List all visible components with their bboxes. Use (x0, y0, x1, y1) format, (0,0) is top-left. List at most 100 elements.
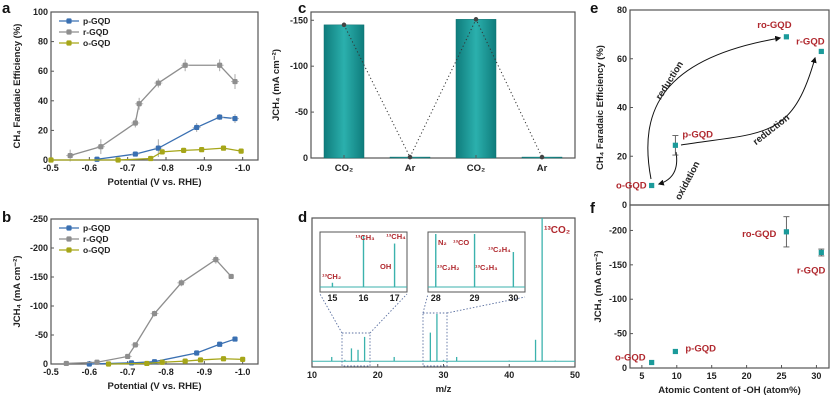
data-point (818, 48, 824, 55)
point-label: o-GQD (616, 181, 647, 192)
zoom-region-1 (341, 332, 371, 367)
x-tick-label: 40 (504, 370, 514, 380)
series-r-GQD (66, 59, 239, 162)
data-point (67, 152, 73, 159)
x-tick-label: -1.0 (235, 163, 251, 173)
x-tick-label: 20 (373, 370, 383, 380)
legend-label: o-GQD (83, 38, 110, 48)
y-tick-label: -50 (614, 329, 627, 339)
data-point (132, 342, 138, 348)
x-tick-label: -0.7 (120, 163, 136, 173)
data-point (672, 348, 678, 355)
x-axis-label: Atomic Content of -OH (atom%) (658, 385, 801, 396)
y-tick-label: 20 (617, 151, 627, 161)
inset-tick-label: 29 (470, 293, 480, 303)
data-point (115, 157, 121, 163)
legend-marker (66, 225, 72, 231)
data-point (407, 154, 413, 160)
data-point (649, 359, 655, 366)
point-label: p-GQD (685, 343, 716, 354)
legend-label: p-GQD (83, 16, 110, 26)
inset-peak-label: ¹³CH₃ (355, 233, 375, 242)
y-tick-label: 60 (617, 54, 627, 64)
legend-label: r-GQD (83, 27, 109, 37)
legend-marker (66, 247, 72, 253)
reduction-arrow-o-to-ro (647, 35, 782, 180)
panel-letter-a: a (2, 0, 11, 17)
plot-frame (310, 11, 576, 159)
data-point (94, 359, 100, 365)
inset-peak-label: OH (380, 262, 391, 271)
x-tick-label: -0.5 (43, 367, 59, 377)
zoom-region-2 (422, 312, 448, 367)
x-axis-label: m/z (436, 384, 452, 395)
panel-b: -0.5 -0.6 -0.7 -0.8 -0.9 -1.0 0 -50 -100 -150 -200… (12, 214, 259, 392)
panel-letter-c: c (298, 0, 306, 17)
x-tick-label: 5 (639, 371, 644, 381)
series-r-GQD (63, 255, 234, 367)
legend-label: p-GQD (83, 223, 110, 233)
y-tick-label: 80 (617, 5, 627, 15)
inset-2: 28 29 30 N₂ ¹³CO ¹³C₂H₄ ¹³C₂H₂ ¹³C₂H₃ (427, 231, 526, 303)
y-axis-label: JCH₄ (mA cm⁻²) (271, 49, 282, 121)
data-point (105, 361, 112, 367)
data-point (194, 350, 200, 356)
data-point (341, 22, 347, 28)
plot-frame (629, 204, 830, 369)
x-axis-label: Potential (V vs. RHE) (108, 177, 202, 188)
series-line (69, 64, 236, 157)
panel-c: 0 -50 -100 -150 JCH₄ (mA cm⁻²) CO₂ Ar CO₂ Ar (271, 11, 576, 174)
inset-peak-label: ¹³CO (453, 238, 469, 247)
connector-line (343, 18, 543, 159)
inset-frame (427, 231, 526, 293)
data-point (539, 154, 545, 160)
inset-peak-label: ¹³C₂H₄ (488, 245, 511, 254)
point-label: r-GQD (797, 265, 826, 276)
series-line (51, 147, 242, 161)
peak-label: ¹³CO₂ (544, 225, 570, 236)
series-line (96, 116, 236, 160)
y-tick-label: -100 (30, 301, 48, 311)
y-tick-label: -150 (290, 15, 308, 25)
data-point (232, 336, 238, 342)
data-point (148, 155, 154, 162)
data-point (220, 356, 227, 362)
data-point (238, 148, 244, 154)
y-tick-label: 80 (38, 37, 48, 47)
inset-1: 15 16 17 ¹³CH₂ ¹³CH₃ ¹³CH₄ OH (319, 231, 408, 303)
x-axis-label: Potential (V vs. RHE) (108, 381, 202, 392)
series-line (66, 258, 232, 365)
x-tick-label: -0.9 (197, 367, 213, 377)
reduction-arrow-p-to-r (680, 56, 817, 146)
inset-tick-label: 30 (508, 293, 518, 303)
x-tick-label: -0.9 (197, 163, 213, 173)
legend-label: r-GQD (83, 234, 109, 244)
annotation-reduction-2: reduction (751, 112, 792, 147)
inset-tick-label: 16 (358, 293, 368, 303)
panel-d: 10 20 30 40 50 m/z ¹³CO₂ 15 16 17 ¹³CH₂ ¹³CH₃ ¹³CH₄ O… (307, 217, 580, 395)
data-point (181, 147, 187, 153)
y-axis-label: CH₄ Faradaic Efficiency (%) (12, 24, 23, 149)
bar (455, 19, 497, 159)
panel-a: -0.5 -0.6 -0.7 -0.8 -0.9 -1.0 0 20 40 60 80 100 Pote… (12, 7, 259, 188)
y-tick-label: -100 (609, 294, 627, 304)
x-tick-label: Ar (537, 163, 548, 174)
x-tick-label: 20 (742, 371, 752, 381)
data-point (155, 145, 161, 151)
panel-f: 5 10 15 20 25 30 0 -50 -100 -150 -200 Atomic Conten… (593, 204, 830, 396)
data-point (220, 145, 227, 151)
x-tick-label: -0.6 (82, 163, 98, 173)
y-tick-label: -100 (290, 61, 308, 71)
y-tick-label: -50 (295, 107, 308, 117)
point-label: ro-GQD (742, 229, 776, 240)
data-point (217, 62, 223, 68)
y-axis-label: JCH₄ (mA cm⁻²) (12, 255, 23, 327)
point-label: o-GQD (615, 352, 646, 363)
data-point (136, 101, 142, 107)
data-point (194, 124, 200, 131)
data-point (132, 151, 138, 157)
data-point (182, 358, 188, 364)
data-point (155, 80, 161, 86)
y-tick-label: 0 (303, 153, 308, 163)
x-tick-label: -0.6 (82, 367, 98, 377)
